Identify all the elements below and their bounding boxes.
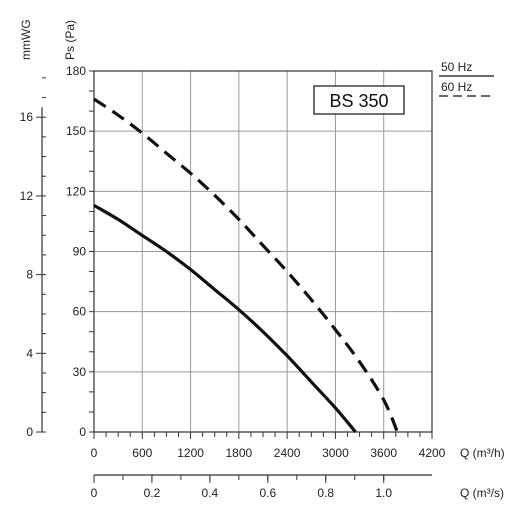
y-tick-label: 60 (73, 305, 87, 319)
series-line-50-hz (93, 203, 357, 434)
legend-label-60hz: 60 Hz (441, 80, 472, 94)
legend: 50 Hz 60 Hz (439, 60, 494, 97)
y-tick-label: 0 (79, 425, 86, 439)
secondary-x-tick-label: 0.2 (144, 486, 161, 500)
model-label: BS 350 (313, 85, 405, 115)
series-line-60-hz (93, 97, 399, 433)
x-tick-label: 4200 (419, 446, 446, 460)
x-tick-label: 0 (91, 446, 98, 460)
secondary-y-tick-label: 12 (20, 189, 34, 203)
series-lines (93, 97, 399, 434)
x-tick-label: 1800 (226, 446, 253, 460)
x-tick-label: 1200 (177, 446, 204, 460)
secondary-y-tick-label: 16 (20, 110, 34, 124)
secondary-y-tick-label: 4 (26, 346, 33, 360)
secondary-y-axis-title: mmWG (19, 19, 33, 60)
tick-labels: 0 600 1200 1800 2400 3000 3600 4200030609012015… (20, 64, 446, 500)
secondary-x-axis-title: Q (m³/s) (460, 486, 504, 500)
secondary-y-tick-label: 0 (26, 425, 33, 439)
secondary-y-tick-label: 8 (26, 268, 33, 282)
x-tick-label: 600 (132, 446, 152, 460)
x-tick-label: 3000 (322, 446, 349, 460)
secondary-x-tick-label: 0.8 (317, 486, 334, 500)
y-tick-label: 120 (66, 184, 86, 198)
grid (94, 71, 432, 432)
x-axis-title: Q (m³/h) (460, 446, 505, 460)
model-label-box (313, 85, 405, 115)
x-tick-label: 3600 (370, 446, 397, 460)
tick-marks (36, 70, 433, 483)
y-axis-title: Ps (Pa) (63, 20, 77, 60)
legend-label-50hz: 50 Hz (441, 60, 472, 74)
x-tick-label: 2400 (274, 446, 301, 460)
secondary-x-tick-label: 0.4 (202, 486, 219, 500)
secondary-x-tick-label: 0 (91, 486, 98, 500)
y-tick-label: 30 (73, 365, 87, 379)
y-tick-label: 180 (66, 64, 86, 78)
model-label-text: BS 350 (329, 91, 388, 111)
secondary-x-tick-label: 1.0 (375, 486, 392, 500)
y-tick-label: 90 (73, 245, 87, 259)
secondary-x-tick-label: 0.6 (259, 486, 276, 500)
y-tick-label: 150 (66, 124, 86, 138)
